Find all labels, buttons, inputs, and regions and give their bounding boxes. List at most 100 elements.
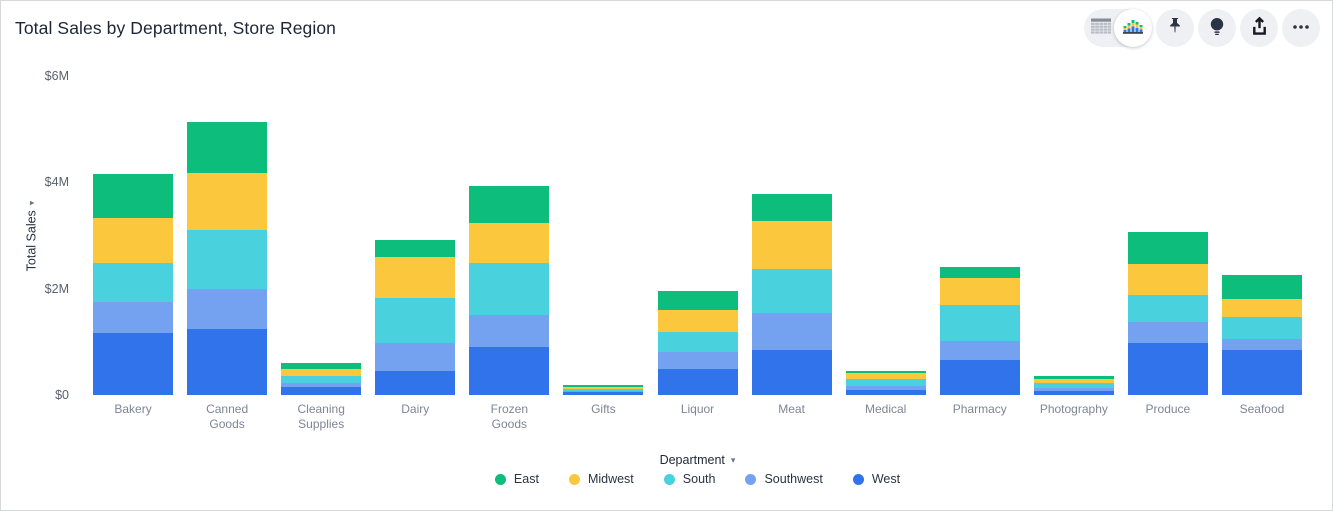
bar-segment[interactable] — [1221, 275, 1302, 299]
bar-segment[interactable] — [563, 385, 644, 388]
bar-segment[interactable] — [1127, 264, 1208, 295]
bar-segment[interactable] — [187, 173, 268, 231]
x-tick-label: Frozen Goods — [490, 402, 529, 431]
x-tick-label: Cleaning Supplies — [297, 402, 345, 431]
bar-segment[interactable] — [657, 368, 738, 395]
bar-segment[interactable] — [469, 315, 550, 347]
bar-segment[interactable] — [375, 240, 456, 258]
bar-segment[interactable] — [187, 230, 268, 289]
bar-segment[interactable] — [469, 223, 550, 263]
bar-segment[interactable] — [1127, 231, 1208, 265]
legend-dot-icon — [568, 473, 580, 485]
bar-segment[interactable] — [751, 313, 832, 351]
stacked-bar — [1033, 375, 1114, 395]
bar-segment[interactable] — [469, 185, 550, 224]
bar-segment[interactable] — [375, 370, 456, 395]
x-tick-label: Dairy — [401, 402, 430, 416]
bar-segment[interactable] — [939, 267, 1020, 279]
bar-segment[interactable] — [469, 262, 550, 316]
bar-segment[interactable] — [751, 350, 832, 395]
legend-item[interactable]: Southwest — [745, 472, 823, 486]
bar-segment[interactable] — [187, 121, 268, 174]
bar-segment[interactable] — [469, 346, 550, 395]
bar-segment[interactable] — [939, 278, 1020, 305]
bar-segment[interactable] — [563, 392, 644, 395]
bar-segment[interactable] — [657, 352, 738, 369]
share-icon — [1247, 14, 1272, 42]
bar-segment[interactable] — [1033, 378, 1114, 383]
legend-label: West — [871, 472, 901, 486]
stacked-bar — [751, 193, 832, 395]
bar-segment[interactable] — [1033, 382, 1114, 388]
bar-segment[interactable] — [1033, 375, 1114, 379]
bar-segment[interactable] — [657, 290, 738, 310]
x-label-slot: Liquor — [650, 402, 744, 432]
bar-segment[interactable] — [375, 298, 456, 343]
bar-segment[interactable] — [845, 390, 926, 395]
bar-segment[interactable] — [1221, 338, 1302, 351]
bar-segment[interactable] — [657, 332, 738, 353]
bar-segment[interactable] — [845, 370, 926, 374]
bar-segment[interactable] — [751, 221, 832, 270]
bar-segment[interactable] — [1127, 343, 1208, 395]
bar-segment[interactable] — [281, 368, 362, 376]
stacked-bar — [93, 174, 174, 395]
x-tick-label: Canned Goods — [206, 402, 249, 431]
bar-segment[interactable] — [1221, 298, 1302, 318]
bar-segment[interactable] — [375, 342, 456, 371]
view-toggle[interactable] — [1084, 9, 1152, 47]
bar-segment[interactable] — [939, 341, 1020, 361]
bar-segment[interactable] — [563, 390, 644, 393]
stacked-bar — [939, 267, 1020, 395]
bar-column — [839, 76, 933, 395]
bar-segment[interactable] — [751, 269, 832, 314]
bar-segment[interactable] — [281, 375, 362, 383]
bar-segment[interactable] — [281, 363, 362, 369]
bar-segment[interactable] — [1033, 390, 1114, 395]
bar-segment[interactable] — [1127, 321, 1208, 344]
bar-segment[interactable] — [845, 385, 926, 391]
bar-segment[interactable] — [845, 373, 926, 380]
bar-segment[interactable] — [939, 360, 1020, 395]
legend-label: Midwest — [587, 472, 634, 486]
table-view-toggle[interactable] — [1084, 9, 1118, 47]
legend-item[interactable]: South — [663, 472, 715, 486]
bar-segment[interactable] — [1033, 387, 1114, 391]
bar-segment[interactable] — [563, 387, 644, 389]
bar-segment[interactable] — [845, 379, 926, 386]
bar-segment[interactable] — [93, 333, 174, 395]
chart-view-toggle[interactable] — [1114, 9, 1152, 47]
bar-segment[interactable] — [93, 262, 174, 302]
bar-segment[interactable] — [751, 193, 832, 222]
y-tick-label: $4M — [44, 175, 69, 190]
bar-segment[interactable] — [93, 174, 174, 218]
y-axis-ticks: $0 $2M $4M $6M — [1, 69, 69, 402]
bar-segment[interactable] — [1221, 317, 1302, 339]
stacked-bar — [187, 121, 268, 395]
bar-column — [933, 76, 1027, 395]
bar-segment[interactable] — [1127, 294, 1208, 322]
bar-segment[interactable] — [281, 387, 362, 395]
bar-segment[interactable] — [939, 304, 1020, 342]
bar-segment[interactable] — [1221, 350, 1302, 395]
bar-segment[interactable] — [563, 388, 644, 391]
legend-item[interactable]: East — [494, 472, 539, 486]
legend-item[interactable]: Midwest — [568, 472, 634, 486]
bar-segment[interactable] — [657, 309, 738, 333]
legend-item[interactable]: West — [852, 472, 901, 486]
bar-segment[interactable] — [187, 329, 268, 395]
share-button[interactable] — [1240, 9, 1278, 47]
bar-column — [745, 76, 839, 395]
x-label-slot: Produce — [1121, 402, 1215, 432]
bar-segment[interactable] — [93, 301, 174, 334]
x-label-slot: Dairy — [368, 402, 462, 432]
bar-segment[interactable] — [375, 257, 456, 299]
x-axis-field-control[interactable]: Department ▾ — [660, 453, 736, 467]
bar-segment[interactable] — [281, 382, 362, 388]
pin-button[interactable] — [1156, 9, 1194, 47]
bar-segment[interactable] — [187, 288, 268, 330]
more-options-button[interactable] — [1282, 9, 1320, 47]
bar-segment[interactable] — [93, 217, 174, 263]
table-icon — [1090, 17, 1112, 40]
insights-button[interactable] — [1198, 9, 1236, 47]
